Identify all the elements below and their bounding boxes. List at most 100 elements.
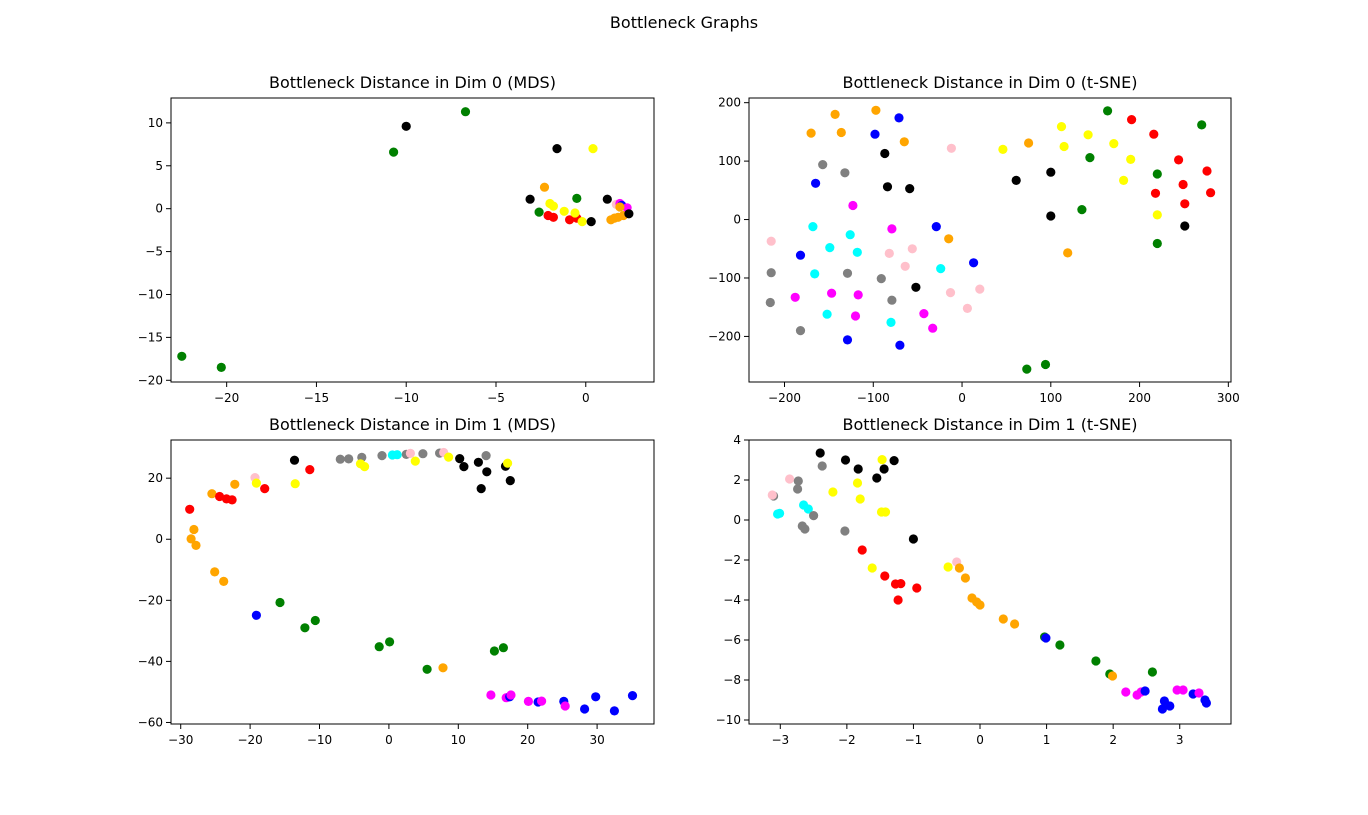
- scatter-point: [793, 484, 803, 494]
- scatter-point: [473, 457, 483, 467]
- scatter-point: [879, 464, 889, 474]
- y-tick-label: −200: [708, 329, 741, 343]
- scatter-point: [908, 534, 919, 544]
- scatter-point: [808, 222, 818, 232]
- scatter-point: [809, 510, 819, 521]
- scatter-point: [842, 268, 853, 278]
- scatter-point: [936, 264, 946, 274]
- scatter-point: [825, 243, 835, 253]
- scatter-point: [1059, 141, 1069, 152]
- scatter-point: [476, 484, 486, 494]
- scatter-point: [289, 455, 300, 465]
- scatter-point: [1024, 138, 1034, 148]
- axes-frame: [170, 439, 655, 725]
- x-tick-label: −30: [168, 733, 193, 747]
- scatter-point: [537, 696, 547, 706]
- scatter-point: [586, 217, 596, 227]
- scatter-point: [882, 182, 893, 192]
- scatter-point: [219, 576, 229, 587]
- scatter-point: [548, 212, 559, 222]
- scatter-point: [828, 487, 838, 497]
- scatter-point: [836, 127, 846, 138]
- scatter-point: [1085, 153, 1095, 163]
- scatter-point: [857, 545, 867, 555]
- y-tick-label: 20: [148, 471, 163, 485]
- scatter-point: [300, 623, 310, 633]
- scatter-point: [928, 323, 938, 333]
- scatter-point: [830, 109, 840, 119]
- scatter-point: [1152, 210, 1162, 220]
- scatter-point: [216, 362, 226, 372]
- scatter-point: [803, 504, 813, 514]
- scatter-point: [1149, 129, 1159, 139]
- scatter-point: [867, 563, 877, 573]
- scatter-point: [615, 202, 625, 212]
- y-tick-label: −100: [708, 271, 741, 285]
- scatter-point: [1201, 698, 1211, 708]
- scatter-point: [954, 563, 965, 573]
- scatter-point: [389, 147, 399, 157]
- scatter-point: [191, 540, 201, 551]
- subplot-title: Bottleneck Distance in Dim 0 (t-SNE): [843, 73, 1138, 92]
- scatter-point: [911, 282, 921, 292]
- scatter-point: [609, 706, 620, 716]
- scatter-point: [975, 284, 985, 294]
- scatter-point: [503, 458, 513, 468]
- scatter-point: [766, 268, 776, 278]
- scatter-point: [827, 288, 837, 298]
- scatter-point: [887, 295, 897, 305]
- scatter-point: [945, 288, 956, 298]
- scatter-point: [570, 208, 580, 218]
- y-tick-label: −20: [138, 373, 163, 387]
- scatter-point: [572, 193, 582, 203]
- scatter-point: [815, 448, 825, 458]
- scatter-point: [889, 456, 899, 466]
- scatter-point: [880, 507, 891, 517]
- y-tick-label: 0: [155, 202, 163, 216]
- scatter-point: [1140, 686, 1150, 696]
- scatter-point: [1174, 155, 1184, 165]
- scatter-point: [1022, 364, 1032, 374]
- y-tick-label: −6: [723, 633, 741, 647]
- scatter-point: [422, 664, 432, 674]
- y-tick-label: −10: [716, 713, 741, 727]
- x-tick-label: 1: [1043, 733, 1051, 747]
- scatter-point: [969, 258, 979, 268]
- scatter-point: [880, 148, 890, 159]
- y-tick-label: −60: [138, 715, 163, 729]
- scatter-point: [946, 143, 957, 153]
- scatter-point: [401, 121, 411, 131]
- scatter-point: [1165, 701, 1175, 711]
- scatter-point: [1103, 106, 1113, 116]
- scatter-point: [944, 234, 954, 244]
- y-tick-label: −15: [138, 330, 163, 344]
- scatter-point: [886, 317, 896, 327]
- scatter-point: [565, 215, 575, 225]
- y-tick-label: 100: [718, 154, 741, 168]
- scatter-point: [374, 642, 384, 652]
- scatter-point: [609, 213, 620, 223]
- scatter-point: [1056, 122, 1067, 132]
- scatter-point: [800, 524, 810, 534]
- scatter-point: [523, 696, 534, 707]
- x-tick-label: 10: [451, 733, 466, 747]
- scatter-point: [410, 456, 420, 466]
- x-tick-label: 200: [1128, 391, 1151, 405]
- scatter-point: [905, 184, 915, 194]
- x-tick-label: −5: [487, 391, 505, 405]
- scatter-point: [775, 508, 785, 518]
- scatter-point: [580, 704, 590, 714]
- y-tick-label: 4: [733, 433, 741, 447]
- scatter-point: [899, 137, 909, 147]
- x-tick-label: −1: [905, 733, 923, 747]
- scatter-point: [1077, 205, 1087, 215]
- scatter-point: [840, 168, 850, 178]
- scatter-point: [840, 526, 850, 536]
- scatter-point: [1197, 120, 1207, 130]
- scatter-point: [251, 610, 261, 620]
- scatter-point: [1157, 704, 1167, 714]
- scatter-point: [525, 194, 535, 204]
- scatter-point: [811, 178, 821, 188]
- x-tick-label: −20: [214, 391, 239, 405]
- y-tick-label: 200: [718, 96, 741, 110]
